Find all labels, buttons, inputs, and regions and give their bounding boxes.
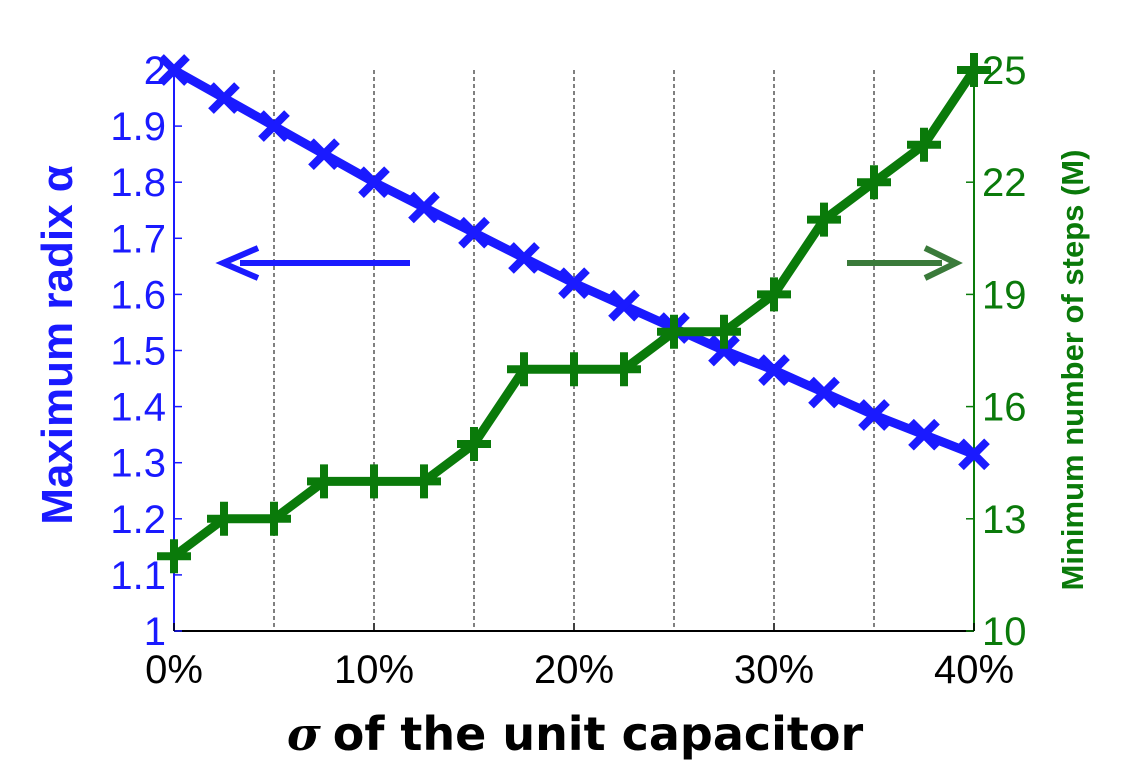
- right-tick-label: 22: [982, 161, 1027, 205]
- right-tick-label: 10: [982, 610, 1027, 654]
- plus-marker: [807, 202, 841, 237]
- plus-marker: [307, 464, 341, 499]
- left-tick-label: 1.4: [110, 386, 166, 430]
- plus-marker: [657, 314, 691, 349]
- marker-stroke: [708, 334, 740, 367]
- marker-stroke: [408, 191, 440, 224]
- x-marker: [608, 289, 640, 322]
- x-marker: [758, 354, 790, 386]
- annotations: [215, 245, 963, 281]
- x-axis-label: σ of the unit capacitor: [287, 707, 864, 761]
- x-marker: [208, 82, 240, 114]
- right-arrow: [847, 245, 963, 281]
- left-tick-label: 1.9: [110, 105, 166, 149]
- x-marker: [558, 267, 590, 300]
- x-tick-label: 20%: [534, 648, 614, 692]
- left-tick-label: 1.1: [110, 554, 166, 598]
- marker-stroke: [308, 138, 340, 170]
- tick-labels: 11.11.21.31.41.51.61.71.81.9210131619222…: [110, 49, 1026, 692]
- left-tick-label: 1: [144, 610, 166, 654]
- left-tick-label: 1.7: [110, 217, 166, 261]
- plus-marker: [707, 314, 741, 349]
- left-tick-label: 1.2: [110, 498, 166, 542]
- gridlines: [273, 70, 975, 631]
- plus-marker: [207, 501, 241, 536]
- x-tick-label: 10%: [334, 648, 414, 692]
- y-axis-label-right: Minimum number of steps (M): [1055, 150, 1090, 591]
- plus-marker: [357, 464, 391, 499]
- x-marker: [708, 334, 740, 367]
- marker-stroke: [508, 242, 540, 274]
- plus-marker: [757, 277, 791, 312]
- x-axis-label-text: of the unit capacitor: [333, 707, 864, 761]
- plus-marker: [457, 427, 491, 461]
- plus-marker: [607, 352, 641, 387]
- marker-stroke: [158, 54, 190, 86]
- axis-labels: Maximum radix α Minimum number of steps …: [33, 150, 1090, 761]
- y-axis-label-left: Maximum radix α: [33, 165, 82, 525]
- marker-stroke: [858, 399, 890, 431]
- marker-stroke: [358, 166, 390, 199]
- marker-stroke: [258, 110, 290, 142]
- marker-stroke: [208, 82, 240, 114]
- x-tick-label: 40%: [934, 648, 1014, 692]
- x-marker: [258, 110, 290, 142]
- right-tick-label: 13: [982, 498, 1027, 542]
- marker-stroke: [558, 267, 590, 300]
- marker-stroke: [958, 438, 990, 471]
- left-tick-label: 1.6: [110, 273, 166, 317]
- plus-marker: [157, 539, 191, 574]
- right-tick-label: 19: [982, 273, 1027, 317]
- x-marker: [158, 54, 190, 86]
- plus-marker: [857, 165, 891, 200]
- arrow-head: [923, 245, 963, 281]
- left-tick-label: 1.3: [110, 442, 166, 486]
- plus-marker: [507, 352, 541, 387]
- x-marker: [858, 399, 890, 431]
- marker-stroke: [808, 376, 840, 409]
- x-axis-label-symbol: σ: [287, 707, 321, 761]
- marker-stroke: [908, 418, 940, 451]
- plus-marker: [907, 127, 941, 162]
- plus-marker: [407, 464, 441, 499]
- x-marker: [908, 418, 940, 451]
- plus-marker: [257, 501, 291, 536]
- right-tick-label: 16: [982, 386, 1027, 430]
- left-tick-label: 1.5: [110, 330, 166, 374]
- left-arrow: [215, 245, 410, 281]
- marker-stroke: [758, 354, 790, 386]
- plus-marker: [957, 53, 991, 87]
- plus-marker: [557, 352, 591, 387]
- x-marker: [358, 166, 390, 199]
- x-marker: [808, 376, 840, 409]
- x-marker: [308, 138, 340, 170]
- x-marker: [408, 191, 440, 224]
- series-group: [157, 53, 991, 574]
- marker-stroke: [458, 216, 490, 249]
- x-tick-label: 30%: [734, 648, 814, 692]
- x-marker: [458, 216, 490, 249]
- marker-stroke: [608, 289, 640, 322]
- left-tick-label: 1.8: [110, 161, 166, 205]
- arrow-head: [215, 245, 260, 281]
- x-marker: [958, 438, 990, 471]
- x-marker: [508, 242, 540, 274]
- x-tick-label: 0%: [145, 648, 203, 692]
